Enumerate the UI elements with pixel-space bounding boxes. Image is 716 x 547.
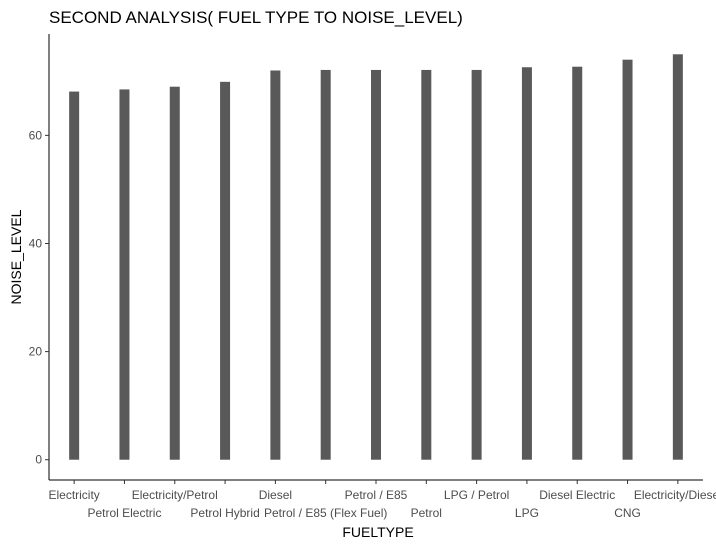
x-tick-label-9: LPG bbox=[515, 506, 539, 520]
bar-6 bbox=[371, 69, 381, 460]
bar-4 bbox=[270, 70, 281, 460]
x-tick-label-2: Electricity/Petrol bbox=[132, 488, 218, 502]
bar-11 bbox=[622, 59, 633, 460]
y-tick-label-1: 20 bbox=[29, 345, 43, 359]
bar-12 bbox=[672, 54, 683, 460]
x-tick-label-6: Petrol / E85 bbox=[345, 488, 408, 502]
x-tick-label-10: Diesel Electric bbox=[539, 488, 615, 502]
x-tick-label-7: Petrol bbox=[411, 506, 442, 520]
y-axis: 0 20 40 60 bbox=[29, 34, 50, 480]
x-tick-label-3: Petrol Hybrid bbox=[190, 506, 259, 520]
x-tick-label-4: Diesel bbox=[259, 488, 292, 502]
x-axis: Electricity Petrol Electric Electricity/Pe… bbox=[48, 479, 716, 520]
bar-8 bbox=[471, 69, 482, 460]
bar-9 bbox=[521, 67, 532, 460]
x-tick-label-0: Electricity bbox=[48, 488, 99, 502]
bar-10 bbox=[572, 66, 583, 460]
bars-group bbox=[69, 54, 683, 460]
bar-3 bbox=[220, 81, 231, 460]
x-tick-label-12: Electricity/Diesel bbox=[634, 488, 716, 502]
y-axis-title: NOISE_LEVEL bbox=[8, 209, 24, 304]
y-tick-label-0: 0 bbox=[35, 453, 42, 467]
x-tick-label-8: LPG / Petrol bbox=[444, 488, 509, 502]
x-axis-title: FUELTYPE bbox=[342, 524, 413, 540]
bar-7 bbox=[421, 69, 432, 460]
bar-2 bbox=[169, 86, 180, 460]
bar-5 bbox=[320, 69, 331, 460]
bar-0 bbox=[69, 91, 80, 460]
bar-1 bbox=[119, 89, 130, 460]
y-tick-label-2: 40 bbox=[29, 236, 43, 250]
x-tick-label-11: CNG bbox=[614, 506, 641, 520]
y-tick-label-3: 60 bbox=[29, 128, 43, 142]
chart-title: SECOND ANALYSIS( FUEL TYPE TO NOISE_LEVE… bbox=[49, 8, 463, 27]
x-tick-label-5: Petrol / E85 (Flex Fuel) bbox=[264, 506, 387, 520]
x-tick-label-1: Petrol Electric bbox=[87, 506, 161, 520]
